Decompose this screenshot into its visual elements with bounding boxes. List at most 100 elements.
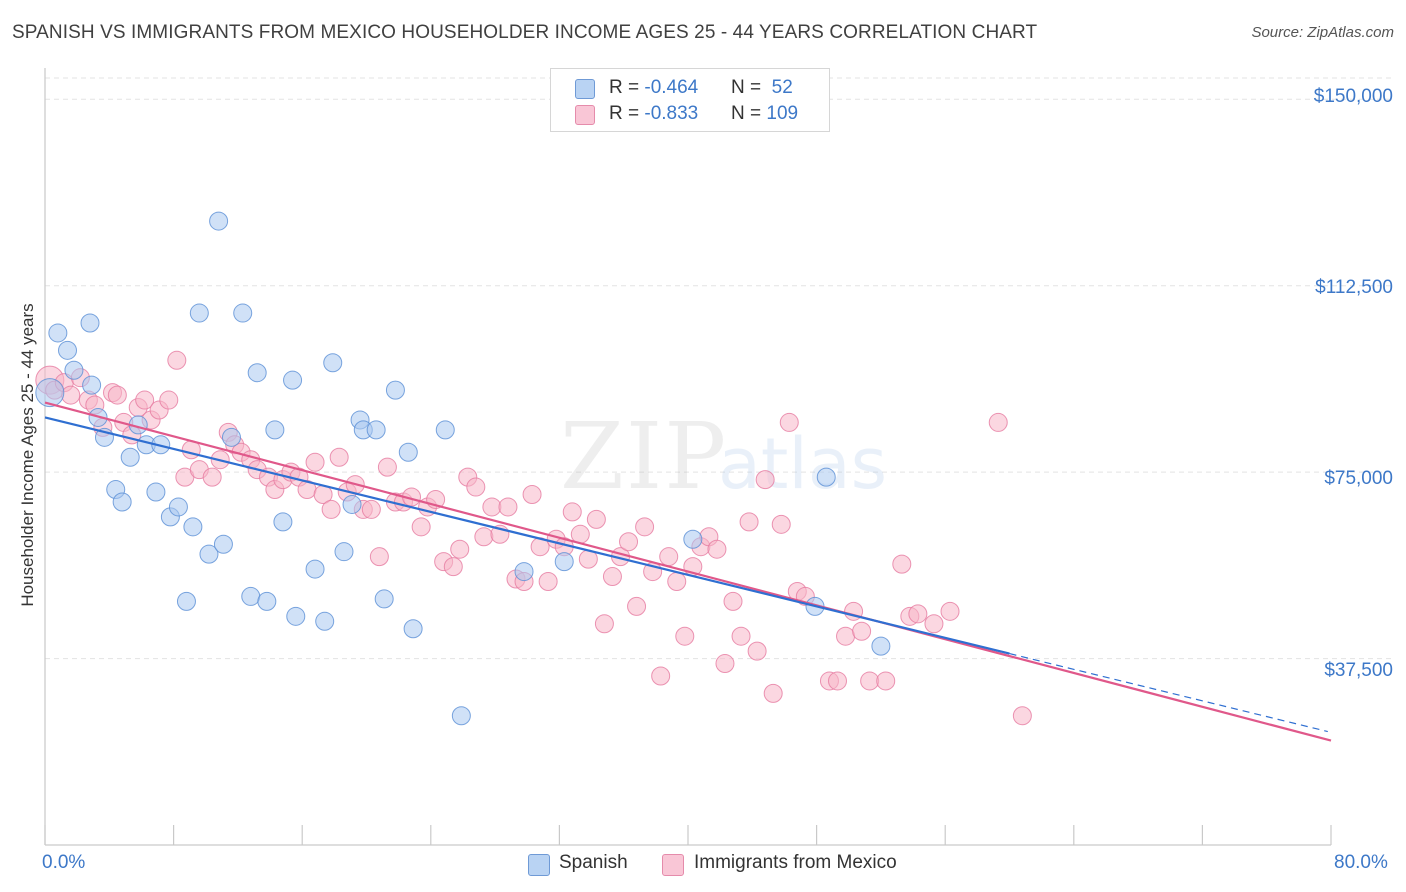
chart-title: SPANISH VS IMMIGRANTS FROM MEXICO HOUSEH…	[12, 22, 1038, 43]
y-tick-label: $150,000	[1313, 86, 1393, 107]
x-tick-label: 0.0%	[42, 852, 86, 873]
mexico-point	[675, 626, 695, 646]
legend-n-value: 52	[766, 77, 793, 98]
spanish-point	[514, 562, 534, 582]
spanish-point	[683, 529, 703, 549]
source-label: Source: ZipAtlas.com	[1251, 24, 1394, 41]
legend-swatch-mexico	[662, 854, 684, 876]
mexico-point	[321, 499, 341, 519]
mexico-point	[1012, 706, 1032, 726]
mexico-point	[860, 671, 880, 691]
mexico-point	[707, 539, 727, 559]
y-tick-label: $75,000	[1324, 468, 1393, 489]
mexico-point	[739, 512, 759, 532]
spanish-point	[241, 586, 261, 606]
mexico-point	[731, 626, 751, 646]
mexico-point	[908, 604, 928, 624]
spanish-point	[273, 512, 293, 532]
axes	[44, 68, 1332, 846]
spanish-point	[283, 370, 303, 390]
mexico-point	[361, 499, 381, 519]
mexico-point	[755, 470, 775, 490]
spanish-point	[213, 534, 233, 554]
mexico-point	[450, 539, 470, 559]
svg-text:ZIP: ZIP	[560, 403, 728, 510]
legend-n-value: 109	[766, 103, 799, 124]
x-tick-label: 80.0%	[1334, 852, 1388, 873]
mexico-point	[940, 601, 960, 621]
y-axis-label: Householder Income Ages 25 - 44 years	[18, 303, 37, 607]
mexico-point	[482, 497, 502, 517]
spanish-point	[48, 323, 68, 343]
y-tick-label: $37,500	[1324, 660, 1393, 681]
spanish-point	[58, 340, 78, 360]
mexico-point	[763, 683, 783, 703]
mexico-point	[522, 485, 542, 505]
spanish-point	[168, 497, 188, 517]
mexico-point	[135, 390, 155, 410]
mexico-point	[876, 671, 896, 691]
spanish-point	[120, 447, 140, 467]
spanish-point	[233, 303, 253, 323]
mexico-point	[474, 527, 494, 547]
mexico-point	[827, 671, 847, 691]
spanish-point	[189, 303, 209, 323]
mexico-point	[747, 641, 767, 661]
spanish-point	[435, 420, 455, 440]
mexico-point	[411, 517, 431, 537]
mexico-point	[498, 497, 518, 517]
series-spanish-points	[35, 211, 891, 726]
spanish-point	[554, 552, 574, 572]
mexico-point	[723, 591, 743, 611]
spanish-point	[398, 442, 418, 462]
mexico-point	[159, 390, 179, 410]
mexico-point	[305, 452, 325, 472]
mexico-point	[651, 666, 671, 686]
spanish-point	[82, 375, 102, 395]
legend-swatch-spanish	[575, 79, 595, 99]
mexico-point	[627, 596, 647, 616]
spanish-point	[323, 353, 343, 373]
spanish-point	[64, 360, 84, 380]
mexico-point	[538, 572, 558, 592]
spanish-point	[247, 363, 267, 383]
gridlines	[45, 77, 1392, 660]
spanish-point	[315, 611, 335, 631]
legend-label-spanish: Spanish	[559, 852, 628, 873]
legend-n-label: N =	[731, 103, 767, 124]
spanish-point	[209, 211, 229, 231]
mexico-point	[852, 621, 872, 641]
legend-r-label: R =	[609, 77, 645, 98]
mexico-point	[369, 547, 389, 567]
spanish-point	[342, 494, 362, 514]
mexico-point	[988, 412, 1008, 432]
spanish-point	[199, 544, 219, 564]
svg-text:atlas: atlas	[718, 423, 887, 505]
spanish-point	[221, 427, 241, 447]
legend-label-mexico: Immigrants from Mexico	[694, 852, 897, 873]
mexico-point	[667, 572, 687, 592]
mexico-point	[836, 626, 856, 646]
mexico-point	[202, 467, 222, 487]
spanish-point	[176, 591, 196, 611]
spanish-point	[816, 467, 836, 487]
spanish-point	[146, 482, 166, 502]
trend-line-spanish	[44, 416, 1010, 655]
legend-swatch-mexico	[575, 105, 595, 125]
spanish-point	[385, 380, 405, 400]
spanish-point	[403, 619, 423, 639]
mexico-point	[329, 447, 349, 467]
mexico-point	[377, 457, 397, 477]
mexico-point	[892, 554, 912, 574]
trend-line-spanish-extension	[1009, 653, 1328, 733]
spanish-point	[112, 492, 132, 512]
spanish-point	[80, 313, 100, 333]
mexico-point	[586, 509, 606, 529]
spanish-point	[265, 420, 285, 440]
spanish-point	[451, 706, 471, 726]
spanish-point	[366, 420, 386, 440]
spanish-point	[374, 589, 394, 609]
spanish-point	[183, 517, 203, 537]
legend-r-value: -0.833	[644, 103, 699, 124]
